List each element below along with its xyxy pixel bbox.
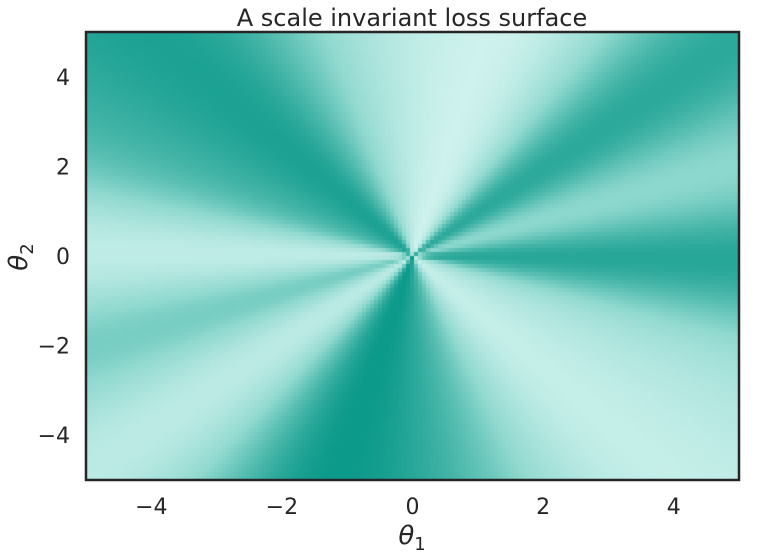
y-tick-label: 2 xyxy=(56,155,70,180)
y-tick-label: 4 xyxy=(56,66,70,91)
chart-title: A scale invariant loss surface xyxy=(237,4,587,32)
y-tick-labels: −4 −2 0 2 4 xyxy=(38,66,70,449)
y-axis-label: θ2 xyxy=(4,243,38,270)
x-axis-label: θ1 xyxy=(398,521,425,555)
plot-frame xyxy=(84,30,741,482)
y-axis-subscript: 2 xyxy=(17,243,38,254)
y-axis-symbol: θ xyxy=(4,255,34,271)
x-tick-label: 0 xyxy=(406,495,420,520)
y-tick-label: −4 xyxy=(38,424,70,449)
x-tick-label: −4 xyxy=(135,495,167,520)
y-tick-label: 0 xyxy=(56,245,70,270)
x-tick-labels: −4 −2 0 2 4 xyxy=(135,495,681,520)
x-axis-symbol: θ xyxy=(398,521,414,551)
heatmap-surface xyxy=(86,32,739,480)
x-axis-subscript: 1 xyxy=(414,534,425,555)
y-tick-label: −2 xyxy=(38,335,70,360)
x-tick-label: −2 xyxy=(266,495,298,520)
x-tick-label: 2 xyxy=(536,495,550,520)
x-tick-label: 4 xyxy=(667,495,681,520)
heatmap-image xyxy=(86,32,739,480)
